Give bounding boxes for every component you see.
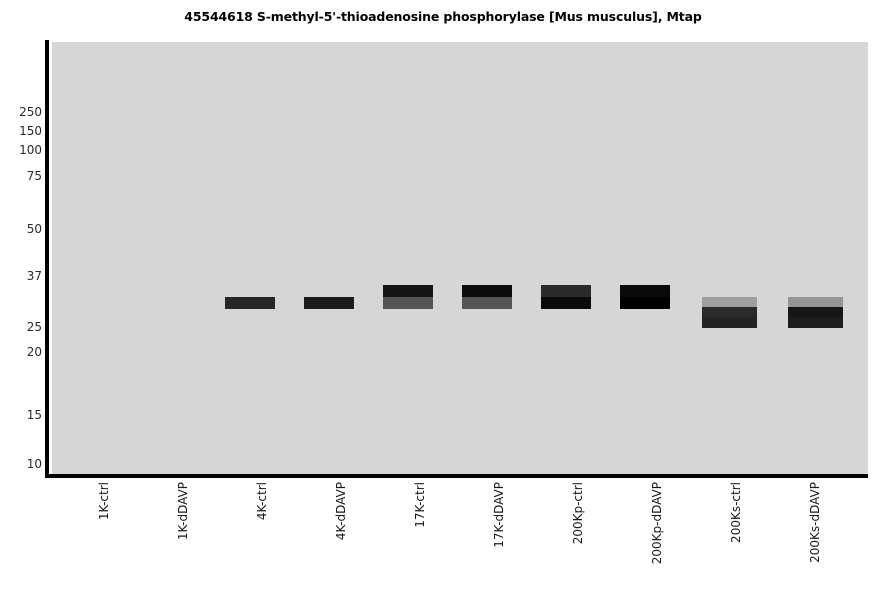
protein-band [462,285,512,297]
x-tick-label: 1K-ctrl [97,482,111,521]
protein-band [383,297,433,309]
protein-band [541,297,591,309]
protein-band [702,297,757,307]
y-tick-label: 100 [19,143,42,157]
x-tick-label: 1K-dDAVP [176,482,190,541]
gel-lane [702,42,757,476]
gel-lane [788,42,843,476]
x-tick-label: 17K-dDAVP [492,482,506,548]
y-tick-label: 50 [26,222,42,236]
y-axis-line [45,40,49,477]
gel-lane [620,42,670,476]
protein-band [541,285,591,297]
x-tick-label: 4K-dDAVP [334,482,348,541]
protein-band [383,285,433,297]
y-tick-label: 15 [26,408,42,422]
protein-band [620,285,670,297]
gel-lane [304,42,354,476]
x-tick-label: 17K-ctrl [413,482,427,528]
gel-plot-area [52,42,868,476]
x-tick-label: 4K-ctrl [255,482,269,521]
x-tick-label: 200Ks-dDAVP [808,482,822,563]
x-axis-line [45,474,868,478]
gel-lane [462,42,512,476]
protein-band [304,297,354,309]
x-tick-label-slot: 200Kp-dDAVP [650,482,666,592]
y-tick-label: 37 [26,269,42,283]
y-axis-tick-labels: 250 150 100 75 50 37 25 20 15 10 [0,0,45,595]
protein-band [225,297,275,309]
protein-band [702,307,757,317]
protein-band [702,317,757,328]
gel-lane [541,42,591,476]
x-tick-label-slot: 17K-ctrl [413,482,429,592]
x-tick-label-slot: 4K-dDAVP [334,482,350,592]
y-tick-label: 20 [26,345,42,359]
gel-lane [91,42,141,476]
x-tick-label: 200Kp-ctrl [571,482,585,545]
protein-band [620,297,670,309]
protein-band [788,297,843,307]
y-tick-label: 250 [19,105,42,119]
gel-lane [225,42,275,476]
protein-band [788,317,843,328]
x-tick-label-slot: 200Kp-ctrl [571,482,587,592]
y-tick-label: 150 [19,124,42,138]
y-tick-label: 75 [26,169,42,183]
x-tick-label-slot: 1K-ctrl [97,482,113,592]
x-tick-label-slot: 17K-dDAVP [492,482,508,592]
gel-lane [383,42,433,476]
x-tick-label: 200Kp-dDAVP [650,482,664,565]
x-tick-label-slot: 1K-dDAVP [176,482,192,592]
x-tick-label-slot: 200Ks-dDAVP [808,482,824,592]
gel-lane [170,42,220,476]
protein-band [788,307,843,317]
x-tick-label-slot: 200Ks-ctrl [729,482,745,592]
y-tick-label: 10 [26,457,42,471]
page-title: 45544618 S-methyl-5'-thioadenosine phosp… [184,9,702,24]
x-tick-label-slot: 4K-ctrl [255,482,271,592]
protein-band [462,297,512,309]
y-tick-label: 25 [26,320,42,334]
x-tick-label: 200Ks-ctrl [729,482,743,543]
